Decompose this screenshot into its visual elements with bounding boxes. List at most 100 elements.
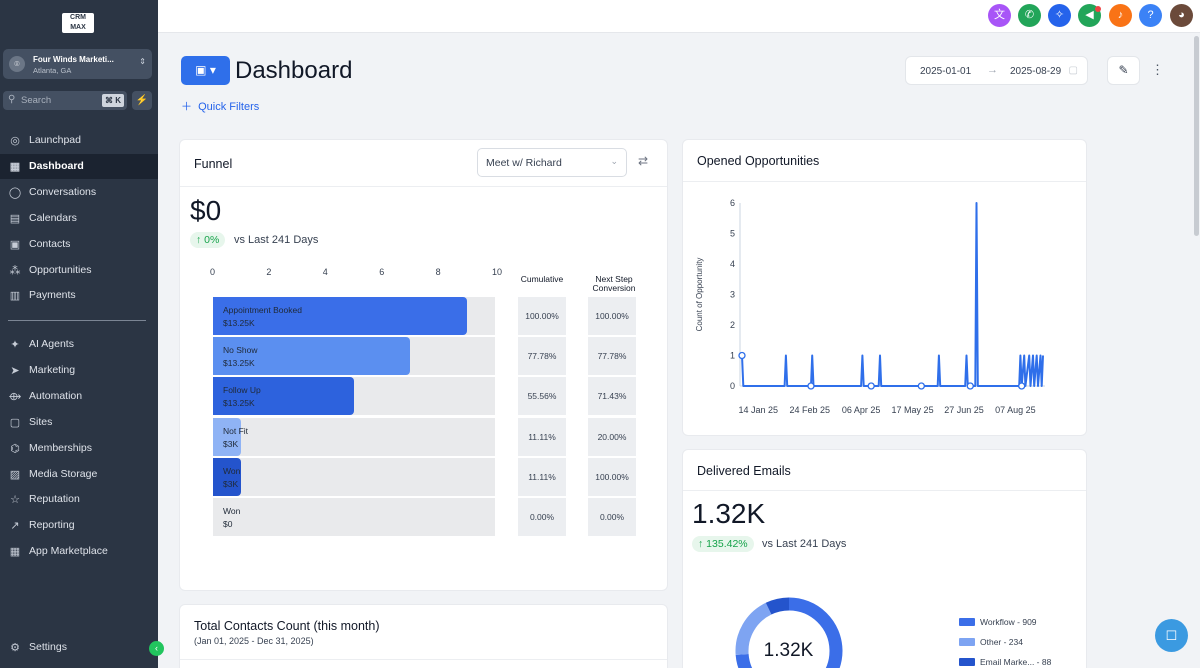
pipeline-select[interactable]: Meet w/ Richard ⌄ — [477, 148, 627, 177]
send-icon: ➤ — [10, 364, 20, 377]
gear-icon: ⚙ — [10, 642, 20, 654]
next-step-value: 20.00% — [588, 417, 636, 456]
megaphone-icon[interactable]: ◀ — [1078, 4, 1101, 27]
funnel-comparison: vs Last 241 Days — [234, 234, 319, 246]
legend-swatch — [959, 658, 975, 666]
more-options-icon[interactable]: ⋮ — [1151, 62, 1164, 77]
donut-slice[interactable] — [735, 602, 772, 655]
funnel-stage-name: Follow Up — [223, 385, 261, 396]
brand-logo[interactable]: CRM MAX — [62, 13, 94, 33]
funnel-axis-tick: 4 — [322, 267, 328, 277]
y-tick-label: 4 — [730, 259, 735, 269]
sidebar-item-reporting[interactable]: ↗ Reporting — [0, 513, 158, 538]
chat-support-button[interactable]: ☐ — [1155, 619, 1188, 652]
donut-slice[interactable] — [765, 597, 790, 615]
sidebar-item-payments[interactable]: ▥ Payments — [0, 283, 158, 308]
funnel-track — [213, 498, 495, 536]
sidebar-item-dashboard[interactable]: ▦ Dashboard — [0, 153, 158, 179]
edit-dashboard-button[interactable]: ✎ — [1107, 56, 1140, 85]
funnel-bar[interactable] — [213, 457, 242, 496]
sidebar-item-settings[interactable]: ⚙ Settings — [0, 635, 158, 660]
funnel-stage-amount: $3K — [223, 478, 239, 489]
magic-icon[interactable]: ✧ — [1048, 4, 1071, 27]
next-step-value: 77.78% — [588, 337, 636, 376]
sidebar-item-automation[interactable]: ⟴ Automation — [0, 384, 158, 409]
user-avatar[interactable]: ◕ — [1170, 4, 1193, 27]
funnel-axis-tick: 0 — [210, 267, 216, 277]
funnel-bar[interactable] — [213, 377, 354, 416]
funnel-stage-name: No Show — [223, 345, 258, 356]
sidebar-item-label: Launchpad — [29, 134, 81, 146]
sidebar-item-memberships[interactable]: ⌬ Memberships — [0, 436, 158, 461]
x-tick-label: 06 Apr 25 — [842, 405, 881, 415]
y-tick-label: 3 — [730, 290, 735, 300]
funnel-bar[interactable] — [213, 417, 242, 456]
help-icon[interactable]: ? — [1139, 4, 1162, 27]
sidebar-item-ai-agents[interactable]: ✦ AI Agents — [0, 332, 158, 357]
funnel-title: Funnel — [194, 157, 233, 171]
legend-swatch — [959, 618, 975, 626]
cumulative-value: 55.56% — [518, 377, 566, 416]
contacts-card-subtitle: (Jan 01, 2025 - Dec 31, 2025) — [194, 636, 314, 646]
contacts-count-card: Total Contacts Count (this month) (Jan 0… — [179, 604, 668, 668]
sidebar-item-label: Conversations — [29, 185, 97, 198]
sidebar-item-app-marketplace[interactable]: ▦ App Marketplace — [0, 539, 158, 564]
dashboard-switcher-button[interactable]: ▣ ▾ — [181, 56, 230, 85]
funnel-bar[interactable] — [213, 337, 411, 376]
bell-icon[interactable]: ♪ — [1109, 4, 1132, 27]
chevron-updown-icon: ⇕ — [139, 57, 146, 66]
sidebar-item-reputation[interactable]: ☆ Reputation — [0, 487, 158, 512]
sidebar-item-label: Reputation — [29, 493, 80, 506]
page-scrollbar[interactable] — [1194, 36, 1199, 236]
funnel-card: Funnel Meet w/ Richard ⌄ ⇄ $0 ↑ 0% vs La… — [179, 139, 668, 591]
donut-slice[interactable] — [735, 597, 843, 668]
chart-icon: ↗ — [10, 520, 20, 533]
collapse-sidebar-button[interactable]: ‹ — [149, 641, 164, 656]
sidebar-item-label: Contacts — [29, 237, 71, 250]
calendar-icon: ▤ — [9, 212, 21, 225]
sidebar-item-contacts[interactable]: ▣ Contacts — [0, 232, 158, 257]
funnel-stage-amount: $13.25K — [223, 358, 255, 369]
y-tick-label: 6 — [730, 198, 735, 208]
search-input[interactable]: ⚲ Search ⌘ K — [3, 91, 127, 110]
grid-icon: ▦ — [9, 160, 21, 173]
sidebar-item-label: App Marketplace — [29, 545, 108, 558]
contacts-icon: ▣ — [9, 238, 21, 251]
sidebar-item-label: Sites — [29, 415, 53, 428]
x-tick-label: 24 Feb 25 — [789, 405, 830, 415]
sites-icon: ▢ — [9, 416, 21, 429]
legend-label: Email Marke... - 88 — [980, 657, 1052, 667]
funnel-stage-name: Appointment Booked — [223, 305, 302, 315]
sidebar-item-label: Reporting — [29, 519, 75, 532]
data-point — [738, 351, 746, 360]
sidebar-item-sites[interactable]: ▢ Sites — [0, 410, 158, 435]
translate-icon[interactable]: 文 — [988, 4, 1011, 27]
quick-filters-button[interactable]: ＋ Quick Filters — [181, 101, 260, 113]
chat-icon: ◯ — [8, 186, 22, 199]
sidebar-item-launchpad[interactable]: ◎ Launchpad — [0, 128, 158, 153]
star-icon: ☆ — [10, 494, 20, 507]
sidebar-item-calendars[interactable]: ▤ Calendars — [0, 206, 158, 231]
sidebar-item-marketing[interactable]: ➤ Marketing — [0, 358, 158, 383]
funnel-track — [213, 417, 495, 456]
sidebar-item-conversations[interactable]: ◯ Conversations — [0, 180, 158, 205]
sidebar-divider — [8, 320, 146, 321]
search-shortcut: ⌘ K — [102, 94, 124, 107]
opportunities-line-chart: 0 1 2 3 4 5 6 14 Jan 25 24 Feb 25 06 Apr 25 17 May… — [695, 198, 1045, 415]
date-to: 2025-08-29 — [1010, 66, 1062, 77]
funnel-stage-name: Not Fit — [223, 425, 249, 436]
funnel-bar[interactable] — [213, 297, 467, 335]
quick-action-bolt-icon[interactable]: ⚡ — [132, 91, 152, 110]
next-step-header: Next Step Conversion — [592, 274, 636, 293]
y-tick-label: 1 — [730, 351, 735, 361]
funnel-axis-tick: 8 — [435, 267, 441, 277]
filter-settings-icon[interactable]: ⇄ — [638, 154, 649, 168]
sidebar-item-media-storage[interactable]: ▨ Media Storage — [0, 462, 158, 487]
x-tick-label: 17 May 25 — [892, 405, 934, 415]
phone-icon[interactable]: ✆ — [1018, 4, 1041, 27]
account-switcher[interactable]: ⌾ Four Winds Marketi... Atlanta, GA ⇕ — [3, 49, 152, 79]
funnel-axis-tick: 10 — [492, 267, 503, 277]
x-tick-label: 07 Aug 25 — [995, 405, 1036, 415]
date-range-picker[interactable]: 2025-01-01 → 2025-08-29 ▢ — [905, 56, 1088, 85]
sidebar-item-opportunities[interactable]: ⁂ Opportunities — [0, 258, 158, 283]
